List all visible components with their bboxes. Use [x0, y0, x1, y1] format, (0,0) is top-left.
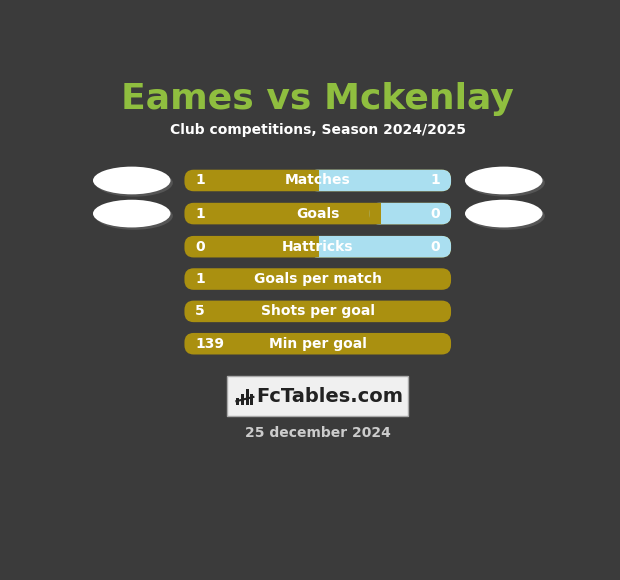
Text: Matches: Matches — [285, 173, 351, 187]
Ellipse shape — [93, 200, 170, 227]
FancyBboxPatch shape — [185, 203, 451, 224]
FancyBboxPatch shape — [370, 203, 381, 224]
Text: Goals: Goals — [296, 206, 339, 220]
Ellipse shape — [467, 169, 545, 197]
Text: 0: 0 — [430, 240, 440, 253]
Text: 5: 5 — [195, 304, 205, 318]
Text: Goals per match: Goals per match — [254, 272, 382, 286]
Text: FcTables.com: FcTables.com — [256, 387, 403, 405]
Text: 1: 1 — [430, 173, 440, 187]
Text: Hattricks: Hattricks — [282, 240, 353, 253]
Text: 1: 1 — [195, 272, 205, 286]
FancyBboxPatch shape — [309, 170, 319, 191]
Text: Eames vs Mckenlay: Eames vs Mckenlay — [122, 82, 514, 116]
FancyBboxPatch shape — [185, 236, 451, 258]
FancyBboxPatch shape — [185, 170, 451, 191]
FancyBboxPatch shape — [309, 236, 319, 258]
Text: 139: 139 — [195, 337, 224, 351]
Text: 0: 0 — [430, 206, 440, 220]
Text: Min per goal: Min per goal — [269, 337, 366, 351]
FancyBboxPatch shape — [227, 376, 409, 416]
FancyBboxPatch shape — [309, 236, 451, 258]
FancyBboxPatch shape — [185, 269, 451, 290]
FancyBboxPatch shape — [185, 333, 451, 354]
FancyBboxPatch shape — [246, 389, 249, 405]
Text: Club competitions, Season 2024/2025: Club competitions, Season 2024/2025 — [170, 122, 466, 137]
Ellipse shape — [93, 166, 170, 194]
FancyBboxPatch shape — [236, 398, 239, 405]
FancyBboxPatch shape — [250, 394, 254, 405]
Text: Shots per goal: Shots per goal — [261, 304, 374, 318]
Ellipse shape — [95, 169, 173, 197]
Text: 0: 0 — [195, 240, 205, 253]
Ellipse shape — [95, 202, 173, 230]
FancyBboxPatch shape — [241, 394, 244, 405]
FancyBboxPatch shape — [309, 170, 451, 191]
Text: 1: 1 — [195, 173, 205, 187]
Ellipse shape — [465, 200, 542, 227]
Text: 1: 1 — [195, 206, 205, 220]
Ellipse shape — [467, 202, 545, 230]
FancyBboxPatch shape — [185, 300, 451, 322]
Text: 25 december 2024: 25 december 2024 — [245, 426, 391, 440]
Ellipse shape — [465, 166, 542, 194]
FancyBboxPatch shape — [370, 203, 451, 224]
